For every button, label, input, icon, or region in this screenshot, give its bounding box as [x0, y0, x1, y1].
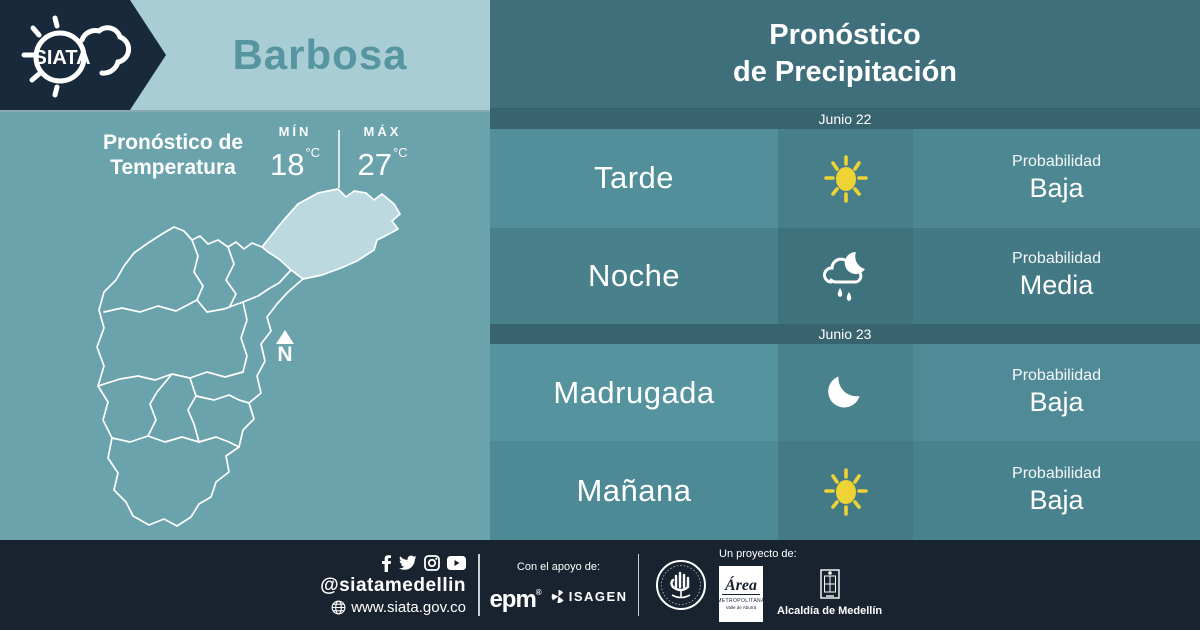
- probability-value: Baja: [1029, 387, 1084, 418]
- sun-icon: [823, 155, 868, 203]
- probability-value: Baja: [1029, 172, 1084, 203]
- social-handle[interactable]: @siatamedellin: [320, 574, 466, 596]
- compass-label: N: [277, 343, 293, 366]
- epm-logo: epm®: [489, 585, 541, 613]
- temperature-divider: [338, 130, 340, 188]
- precipitation-title: Pronóstico de Precipitación: [490, 0, 1200, 109]
- alcaldia-medellin-logo: Alcaldía de Medellín: [777, 566, 882, 617]
- seal-logo: [656, 560, 706, 610]
- page-title: Barbosa: [232, 31, 408, 78]
- facebook-icon[interactable]: [380, 554, 392, 572]
- probability: Probabilidad Baja: [1012, 152, 1101, 203]
- map-region-barbosa-highlight: [261, 188, 401, 280]
- website-url: www.siata.gov.co: [351, 598, 466, 616]
- temperature-forecast: Pronóstico de Temperatura MÍN 18°C MÁX 2…: [88, 122, 420, 188]
- date-band-junio-22: Junio 22: [490, 108, 1200, 129]
- support-label: Con el apoyo de:: [516, 560, 601, 573]
- probability-value: Baja: [1029, 485, 1084, 516]
- probability-value: Media: [1019, 270, 1094, 301]
- aburra-valley-map: [96, 188, 401, 527]
- twitter-icon[interactable]: [399, 555, 417, 571]
- moon-icon: [827, 376, 860, 408]
- forecast-row-tarde: Tarde Probabilidad: [490, 128, 1200, 228]
- left-panel: Barbosa SIATA Pronóstico: [0, 0, 490, 540]
- moon-rain-icon: [822, 251, 865, 301]
- globe-icon: [331, 600, 346, 614]
- forecast-row-madrugada: Madrugada Probabilidad Baja: [490, 344, 1200, 442]
- sponsors-block: Con el apoyo de: epm® ISAGEN: [480, 560, 638, 613]
- footer-divider: [637, 554, 639, 616]
- project-block: Un proyecto de: Área METROPOLITANA Valle…: [717, 548, 882, 622]
- footer-divider: [478, 554, 480, 616]
- isagen-logo: ISAGEN: [551, 589, 628, 604]
- temperature-min: MÍN 18°C: [269, 124, 321, 182]
- instagram-icon[interactable]: [424, 555, 440, 571]
- project-label: Un proyecto de:: [719, 548, 797, 560]
- period-label: Tarde: [593, 160, 675, 196]
- temperature-title: Pronóstico de Temperatura: [102, 131, 244, 179]
- period-label: Madrugada: [553, 374, 715, 410]
- siata-logo-text: SIATA: [33, 47, 90, 69]
- temperature-max: MÁX 27°C: [357, 124, 408, 182]
- compass-arrow-icon: [276, 330, 294, 344]
- probability: Probabilidad Baja: [1012, 465, 1101, 516]
- social-block: @siatamedellin www.siata.gov.co: [0, 554, 478, 616]
- precipitation-panel: Pronóstico de Precipitación Junio 22 Tar…: [490, 0, 1200, 541]
- alcaldia-emblem-icon: [819, 569, 840, 599]
- sun-icon: [823, 467, 868, 516]
- isagen-pinwheel-icon: [551, 589, 564, 603]
- period-label: Noche: [587, 257, 681, 293]
- compass: N: [276, 330, 294, 365]
- footer: @siatamedellin www.siata.gov.co Con el a…: [0, 540, 1200, 630]
- youtube-icon[interactable]: [447, 556, 466, 570]
- forecast-row-manana: Mañana Probabilidad: [490, 441, 1200, 541]
- sun-cloud-icon: [21, 15, 132, 98]
- siata-logo: SIATA: [0, 0, 166, 110]
- date-band-junio-23: Junio 23: [490, 324, 1200, 345]
- period-label: Mañana: [576, 472, 692, 508]
- website-row[interactable]: www.siata.gov.co: [331, 599, 466, 616]
- area-metropolitana-logo: Área METROPOLITANA Valle de Aburrá: [717, 566, 764, 622]
- forecast-row-noche: Noche Probabilidad Media: [490, 227, 1200, 325]
- probability: Probabilidad Baja: [1012, 367, 1101, 418]
- probability: Probabilidad Media: [1012, 250, 1101, 301]
